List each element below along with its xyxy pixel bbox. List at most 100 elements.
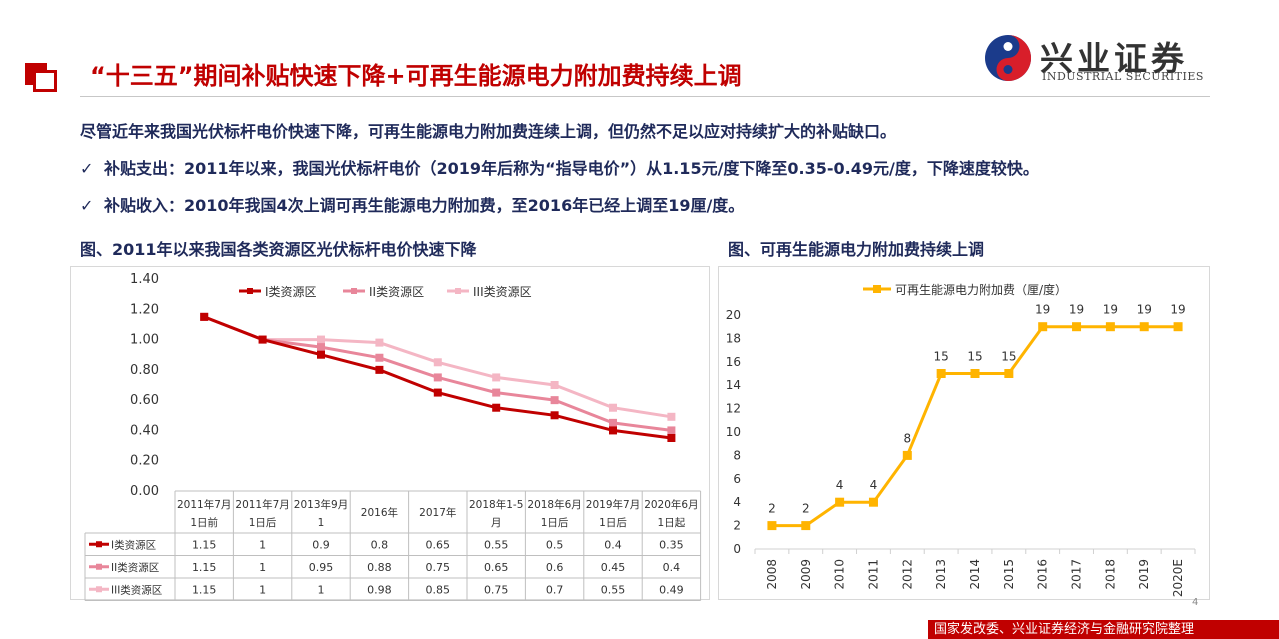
x-category-label: 2018年1-5 <box>469 498 523 511</box>
table-cell: 1 <box>259 561 266 574</box>
y-tick-label: 0.80 <box>130 363 159 378</box>
table-cell: 0.35 <box>659 538 684 551</box>
y-tick-label: 1.00 <box>130 333 159 348</box>
data-label: 19 <box>1137 303 1152 317</box>
data-point <box>1072 322 1082 332</box>
x-category-label: 1日后 <box>249 517 277 529</box>
y-tick-label: 8 <box>733 448 741 462</box>
surcharge-chart-panel: 可再生能源电力附加费（厘/度） 0 2 4 6 8 10 12 14 16 18 20 2008 2009… <box>718 266 1210 600</box>
legend-marker-1 <box>247 288 253 294</box>
data-point <box>667 412 676 421</box>
table-cell: 1 <box>259 538 266 551</box>
bullet-subsidy-expense: ✓ 补贴支出：2011年以来，我国光伏标杆电价（2019年后称为“指导电价”）从1… <box>80 155 1039 179</box>
y-tick-label: 1.40 <box>130 272 159 287</box>
data-point <box>1139 322 1149 332</box>
x-tick-label: 2017 <box>1070 559 1084 590</box>
data-point <box>609 418 617 427</box>
data-label: 2 <box>802 502 810 516</box>
legend-label: 可再生能源电力附加费（厘/度） <box>895 282 1067 297</box>
data-point <box>1004 369 1014 378</box>
data-point <box>550 411 559 420</box>
table-cell: 0.55 <box>484 538 509 551</box>
data-point <box>317 335 325 344</box>
table-cell: 0.5 <box>546 538 564 551</box>
data-point <box>868 497 878 507</box>
data-label: 19 <box>1069 303 1084 317</box>
table-cell: 0.7 <box>546 583 564 596</box>
legend-marker <box>873 285 881 293</box>
data-point <box>433 358 442 367</box>
table-legend-marker <box>96 586 102 593</box>
data-point <box>433 388 442 397</box>
tariff-chart-panel: 0.00 0.20 0.40 0.60 0.80 1.00 1.20 1.40 I类资源区 II类… <box>70 266 710 601</box>
x-category-label: 2016年 <box>361 506 398 519</box>
y-tick-label: 12 <box>726 402 741 416</box>
table-cell: 1.15 <box>192 583 217 596</box>
table-row-label: III类资源区 <box>111 583 162 596</box>
y-tick-label: 0 <box>733 542 741 556</box>
data-label: 2 <box>768 502 776 516</box>
table-cell: 0.45 <box>601 561 626 574</box>
x-category-label: 2019年7月 <box>586 498 640 511</box>
y-tick-label: 14 <box>726 378 741 392</box>
source-note: 国家发改委、兴业证券经济与金融研究院整理 <box>928 620 1279 639</box>
x-category-label: 1日起 <box>658 517 686 529</box>
y-tick-label: 0.20 <box>130 454 159 469</box>
data-label: 19 <box>1035 303 1050 317</box>
x-category-label: 2011年7月 <box>177 498 231 511</box>
x-category-label: 1 <box>318 517 325 529</box>
table-cell: 0.8 <box>371 538 389 551</box>
data-point <box>609 426 617 435</box>
data-point <box>492 388 501 397</box>
x-category-label: 2011年7月 <box>235 498 289 511</box>
x-tick-label: 2011 <box>866 559 880 590</box>
tariff-line-chart: 0.00 0.20 0.40 0.60 0.80 1.00 1.20 1.40 I类资源区 II类… <box>84 272 702 601</box>
data-point <box>433 373 442 382</box>
brand-emblem-icon <box>985 35 1031 81</box>
data-point <box>317 343 325 352</box>
table-cell: 0.88 <box>367 561 392 574</box>
y-tick-label: 0.60 <box>130 393 159 408</box>
data-point <box>550 381 559 389</box>
y-tick-label: 0.00 <box>130 484 159 499</box>
x-tick-label: 2015 <box>1002 559 1016 590</box>
x-tick-label: 2013 <box>934 559 948 590</box>
data-point <box>801 521 811 531</box>
intro-text: 尽管近年来我国光伏标杆电价快速下降，可再生能源电力附加费连续上调，但仍然不足以应… <box>80 122 897 141</box>
x-tick-label: 2018 <box>1103 559 1117 590</box>
x-category-label: 月 <box>491 517 502 529</box>
x-tick-label: 2009 <box>799 559 813 590</box>
y-tick-label: 4 <box>733 495 741 509</box>
header-mark <box>25 63 59 92</box>
x-tick-label: 2010 <box>833 559 847 590</box>
x-tick-label: 2012 <box>900 559 914 590</box>
y-tick-label: 20 <box>726 308 741 322</box>
check-icon: ✓ <box>80 159 94 178</box>
header-divider <box>80 96 1210 97</box>
table-cell: 0.65 <box>484 561 509 574</box>
table-cell: 0.75 <box>484 583 509 596</box>
brand-logo: 兴业证券 INDUSTRIAL SECURITIES <box>982 30 1212 90</box>
data-label: 19 <box>1170 303 1185 317</box>
data-point <box>667 434 676 442</box>
y-tick-label: 2 <box>733 519 741 533</box>
brand-name: 兴业证券 <box>1040 39 1188 78</box>
x-tick-label: 2008 <box>765 559 779 590</box>
data-point <box>1105 322 1115 332</box>
data-label: 15 <box>1001 350 1016 364</box>
right-figure-caption: 图、可再生能源电力附加费持续上调 <box>728 240 985 259</box>
data-point <box>902 450 912 460</box>
data-point <box>1038 322 1048 332</box>
data-label: 4 <box>870 478 878 492</box>
data-point <box>767 521 777 531</box>
x-tick-label: 2014 <box>968 559 982 590</box>
table-cell: 0.49 <box>659 583 684 596</box>
data-point <box>609 403 617 412</box>
data-label: 4 <box>836 478 844 492</box>
table-cell: 0.85 <box>426 583 451 596</box>
data-point <box>200 312 209 321</box>
table-cell: 1.15 <box>192 561 217 574</box>
x-category-label: 1日后 <box>541 517 569 529</box>
table-cell: 0.9 <box>312 538 330 551</box>
x-category-label: 2013年9月 <box>294 498 348 511</box>
